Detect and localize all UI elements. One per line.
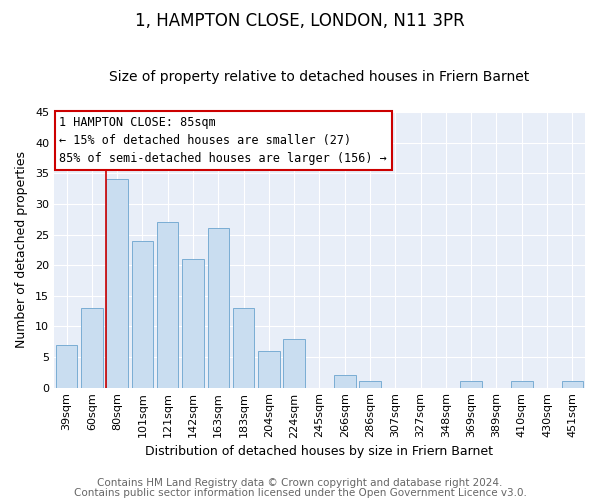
Text: 1, HAMPTON CLOSE, LONDON, N11 3PR: 1, HAMPTON CLOSE, LONDON, N11 3PR	[135, 12, 465, 30]
Bar	[208, 228, 229, 388]
Bar	[106, 180, 128, 388]
Bar	[460, 382, 482, 388]
Text: Contains HM Land Registry data © Crown copyright and database right 2024.: Contains HM Land Registry data © Crown c…	[97, 478, 503, 488]
X-axis label: Distribution of detached houses by size in Friern Barnet: Distribution of detached houses by size …	[145, 444, 493, 458]
Bar	[562, 382, 583, 388]
Bar	[258, 351, 280, 388]
Text: 1 HAMPTON CLOSE: 85sqm
← 15% of detached houses are smaller (27)
85% of semi-det: 1 HAMPTON CLOSE: 85sqm ← 15% of detached…	[59, 116, 387, 165]
Y-axis label: Number of detached properties: Number of detached properties	[15, 152, 28, 348]
Text: Contains public sector information licensed under the Open Government Licence v3: Contains public sector information licen…	[74, 488, 526, 498]
Bar	[334, 376, 356, 388]
Bar	[131, 240, 153, 388]
Bar	[233, 308, 254, 388]
Title: Size of property relative to detached houses in Friern Barnet: Size of property relative to detached ho…	[109, 70, 530, 85]
Bar	[359, 382, 381, 388]
Bar	[157, 222, 178, 388]
Bar	[283, 338, 305, 388]
Bar	[182, 259, 204, 388]
Bar	[81, 308, 103, 388]
Bar	[511, 382, 533, 388]
Bar	[56, 344, 77, 388]
